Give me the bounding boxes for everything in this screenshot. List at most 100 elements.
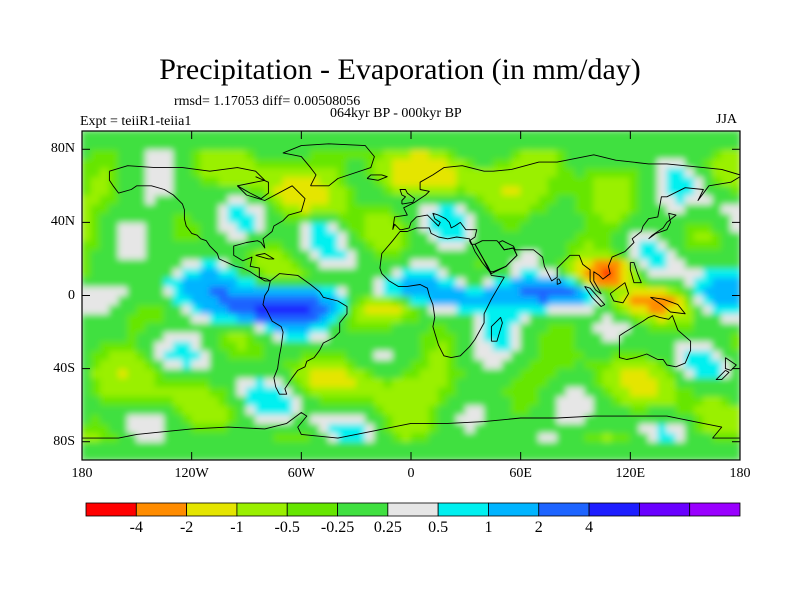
field-cell [291, 221, 302, 233]
field-cell [118, 304, 129, 315]
field-cell [154, 413, 165, 424]
field-cell [520, 404, 531, 415]
field-cell [200, 240, 211, 251]
coastline [474, 240, 518, 273]
field-cell [565, 331, 576, 342]
field-cell [437, 368, 449, 379]
field-cell [620, 221, 631, 233]
field-cell [419, 295, 430, 306]
field-cell [227, 413, 238, 424]
field-cell [584, 267, 595, 278]
field-cell [236, 432, 247, 443]
field-cell [291, 167, 302, 178]
field-cell [209, 450, 220, 460]
field-cell [648, 240, 659, 251]
field-cell [273, 441, 284, 452]
field-cell [465, 285, 476, 296]
field-cell [565, 432, 576, 443]
field-cell [200, 432, 211, 443]
field-cell [602, 231, 613, 242]
field-cell [465, 322, 476, 333]
field-cell [584, 240, 595, 251]
field-cell [702, 249, 714, 260]
field-cell [383, 231, 394, 242]
field-cell [492, 386, 503, 397]
field-cell [492, 148, 503, 159]
colorbar-swatch [387, 502, 439, 517]
field-cell [182, 422, 193, 434]
field-cell [483, 285, 494, 296]
field-cell [191, 258, 202, 269]
field-cell [255, 386, 266, 397]
field-cell [419, 386, 430, 397]
field-cell [392, 331, 403, 342]
field-cell [721, 267, 732, 278]
field-cell [483, 349, 494, 360]
field-cell [154, 194, 165, 205]
field-cell [300, 368, 311, 379]
field-cell [721, 139, 732, 150]
field-cell [712, 185, 723, 196]
field-cell [419, 276, 430, 287]
field-cell [118, 404, 129, 415]
field-cell [584, 304, 595, 315]
field-cell [648, 157, 659, 169]
field-cell [684, 349, 695, 360]
field-cell [483, 413, 494, 424]
field-cell [236, 285, 247, 296]
field-cell [319, 404, 330, 415]
field-cell [593, 258, 604, 269]
field-cell [108, 295, 120, 306]
field-cell [319, 157, 330, 169]
field-cell [657, 194, 668, 205]
field-cell [529, 349, 540, 360]
field-cell [118, 240, 129, 251]
field-cell [565, 413, 576, 424]
field-cell [145, 267, 156, 278]
field-cell [447, 331, 458, 342]
field-cell [492, 368, 503, 379]
field-cell [337, 368, 348, 379]
field-cell [364, 194, 375, 205]
field-cell [401, 203, 412, 214]
field-cell [401, 139, 412, 150]
field-cell [419, 358, 430, 370]
field-cell [337, 131, 348, 141]
field-cell [236, 349, 247, 360]
field-cell [730, 395, 740, 406]
field-cell [575, 185, 586, 196]
field-cell [538, 304, 549, 315]
field-cell [346, 185, 357, 196]
field-cell [300, 386, 311, 397]
field-cell [136, 368, 147, 379]
field-cell [529, 148, 540, 159]
field-cell [565, 176, 576, 187]
field-cell [657, 221, 668, 233]
field-cell [82, 377, 92, 388]
field-cell [346, 148, 357, 159]
field-cell [127, 432, 138, 443]
field-cell [291, 148, 302, 159]
field-cell [136, 395, 147, 406]
field-cell [136, 295, 147, 306]
field-cell [702, 422, 714, 434]
field-cell [410, 368, 421, 379]
field-cell [584, 295, 595, 306]
field-cell [309, 267, 321, 278]
field-cell [191, 377, 202, 388]
field-cell [465, 231, 476, 242]
field-cell [200, 386, 211, 397]
field-cell [684, 221, 695, 233]
field-cell [575, 368, 586, 379]
field-cell [99, 240, 110, 251]
field-cell [675, 212, 686, 223]
field-cell [191, 395, 202, 406]
coastline [648, 212, 677, 240]
field-cell [82, 413, 92, 424]
colorbar-label: -4 [129, 519, 143, 536]
field-cell [200, 358, 211, 370]
field-cell [145, 212, 156, 223]
field-cell [172, 295, 184, 306]
field-cell [593, 185, 604, 196]
field-cell [575, 131, 586, 141]
